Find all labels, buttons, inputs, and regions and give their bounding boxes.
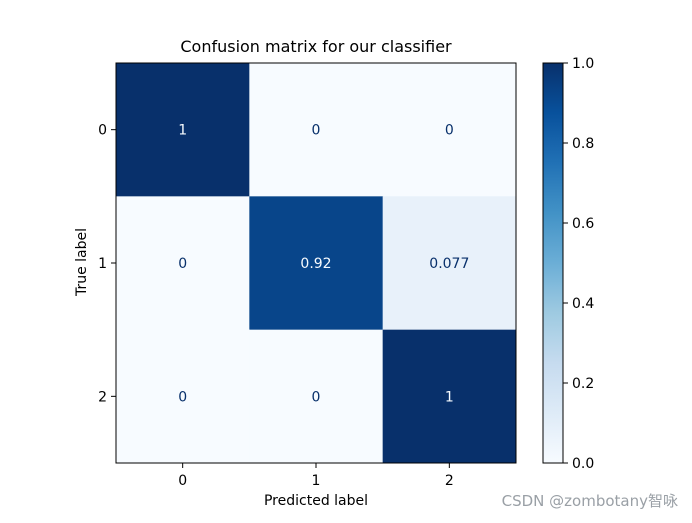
axes: 0 1 2 0 1 2 xyxy=(98,62,517,489)
y-tick-label: 0 xyxy=(98,123,107,139)
cell-value-label: 0 xyxy=(178,256,187,272)
y-tick-label: 1 xyxy=(98,256,107,272)
heatmap-cell xyxy=(249,329,384,464)
heatmap-cell xyxy=(116,329,250,464)
chart-title: Confusion matrix for our classifier xyxy=(180,37,452,56)
x-tick-label: 1 xyxy=(312,473,321,489)
y-axis-label: True label xyxy=(74,228,90,297)
colorbar-tick-label: 0.6 xyxy=(572,216,594,232)
heatmap-cell xyxy=(249,196,384,331)
cell-value-label: 0 xyxy=(445,123,454,139)
cell-value-label: 0.92 xyxy=(300,256,331,272)
heatmap-cell xyxy=(116,196,250,331)
heatmap-cell xyxy=(116,63,250,197)
heatmap-cell xyxy=(382,63,517,197)
x-axis-label: Predicted label xyxy=(264,493,368,509)
watermark-text: CSDN @zombotany智咏 xyxy=(501,492,678,510)
colorbar-gradient xyxy=(543,63,563,463)
colorbar-tick-label: 0.8 xyxy=(572,136,594,152)
colorbar-tick-label: 0.0 xyxy=(572,456,594,472)
colorbar-frame xyxy=(542,62,564,464)
heatmap-cell xyxy=(382,196,517,331)
cell-value-label: 0 xyxy=(312,123,321,139)
cell-value-label: 0 xyxy=(312,389,321,405)
cell-value-label: 1 xyxy=(445,389,454,405)
cell-value-label: 0.077 xyxy=(429,256,469,272)
x-tick-label: 0 xyxy=(178,473,187,489)
cell-value-label: 0 xyxy=(178,389,187,405)
heatmap: 1 0 0 0 0.92 0.077 0 0 1 xyxy=(116,63,517,464)
y-tick-label: 2 xyxy=(98,389,107,405)
heatmap-cell xyxy=(249,63,384,197)
cell-value-label: 1 xyxy=(178,123,187,139)
colorbar-tick-label: 1.0 xyxy=(572,56,594,72)
heatmap-cell xyxy=(382,329,517,464)
colorbar: 0.0 0.2 0.4 0.6 0.8 1.0 xyxy=(542,56,594,472)
colorbar-tick-label: 0.4 xyxy=(572,296,594,312)
colorbar-tick-label: 0.2 xyxy=(572,376,594,392)
x-tick-label: 2 xyxy=(445,473,454,489)
